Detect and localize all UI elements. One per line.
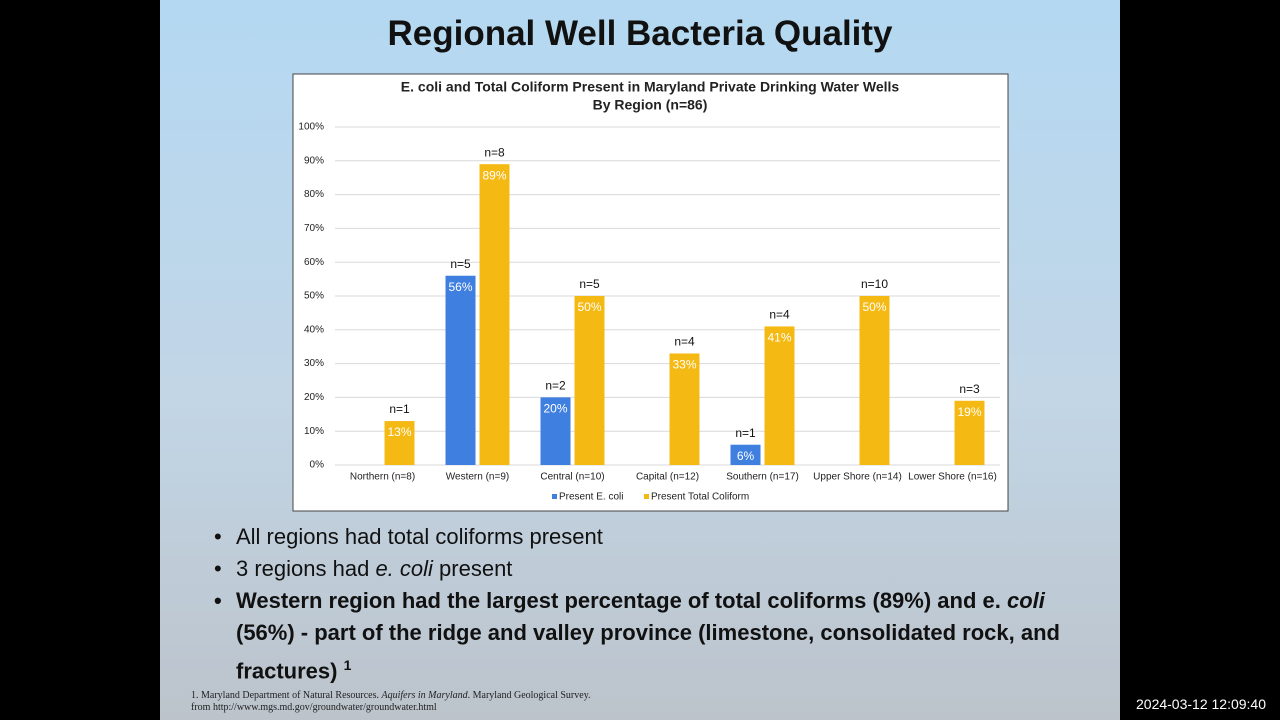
- bar: [445, 275, 476, 465]
- y-tick-label: 50%: [304, 291, 324, 302]
- legend-swatch: [552, 494, 557, 499]
- bullet-list: All regions had total coliforms present …: [214, 521, 1084, 687]
- bar: [859, 296, 890, 465]
- x-tick-label: Lower Shore (n=16): [908, 472, 997, 483]
- footnote: 1. Maryland Department of Natural Resour…: [191, 690, 591, 714]
- count-label: n=1: [389, 402, 410, 416]
- value-label: 50%: [862, 300, 886, 314]
- x-tick-label: Capital (n=12): [636, 472, 699, 483]
- value-label: 20%: [543, 402, 567, 416]
- y-tick-label: 40%: [304, 324, 324, 335]
- value-label: 13%: [387, 425, 411, 439]
- legend-label: Present Total Coliform: [651, 492, 749, 503]
- value-label: 33%: [672, 358, 696, 372]
- count-label: n=4: [674, 335, 695, 349]
- value-label: 89%: [482, 168, 506, 182]
- value-label: 56%: [448, 280, 472, 294]
- footnote-text: Aquifers in Maryland: [381, 690, 468, 701]
- timestamp: 2024-03-12 12:09:40: [1130, 694, 1272, 714]
- count-label: n=2: [545, 379, 566, 393]
- x-tick-label: Central (n=10): [540, 472, 604, 483]
- x-tick-label: Western (n=9): [446, 472, 509, 483]
- bullet-text: coli: [1006, 588, 1045, 613]
- y-tick-label: 10%: [304, 426, 324, 437]
- y-tick-label: 30%: [304, 358, 324, 369]
- y-tick-label: 0%: [310, 460, 325, 471]
- x-tick-label: Upper Shore (n=14): [813, 472, 902, 483]
- value-label: 50%: [577, 300, 601, 314]
- y-tick-label: 60%: [304, 257, 324, 268]
- bullet-text: (56%) - part of the ridge and valley pro…: [236, 620, 1060, 684]
- footnote-text: . Maryland Geological Survey.: [467, 690, 591, 701]
- count-label: n=8: [484, 145, 505, 159]
- bar: [730, 444, 761, 465]
- bar: [384, 421, 415, 465]
- bullet-text: All regions had total coliforms present: [236, 524, 603, 549]
- y-tick-label: 70%: [304, 223, 324, 234]
- bullet-text: e. coli: [375, 556, 433, 581]
- slide-title: Regional Well Bacteria Quality: [387, 14, 893, 53]
- value-label: 6%: [737, 449, 755, 463]
- bullet: 3 regions had e. coli present: [214, 553, 1084, 585]
- bar: [574, 296, 605, 465]
- x-tick-label: Northern (n=8): [350, 472, 415, 483]
- bar: [479, 164, 510, 465]
- bullet-text: present: [432, 556, 513, 581]
- count-label: n=10: [861, 277, 888, 291]
- value-label: 19%: [957, 405, 981, 419]
- count-label: n=5: [450, 257, 471, 271]
- bullet-text: Western region had the largest percentag…: [236, 588, 1007, 613]
- count-label: n=4: [769, 308, 790, 322]
- bar: [669, 353, 700, 465]
- value-label: 41%: [767, 331, 791, 345]
- bullet-text: 3 regions had: [236, 556, 376, 581]
- bullet: Western region had the largest percentag…: [214, 585, 1084, 687]
- bar: [764, 326, 795, 465]
- bar: [954, 400, 985, 465]
- chart-title: E. coli and Total Coliform Present in Ma…: [401, 79, 900, 95]
- x-tick-label: Southern (n=17): [726, 472, 799, 483]
- y-tick-label: 80%: [304, 189, 324, 200]
- y-tick-label: 90%: [304, 155, 324, 166]
- bar: [540, 397, 571, 465]
- footnote-text: 1. Maryland Department of Natural Resour…: [191, 690, 382, 701]
- chart-subtitle: By Region (n=86): [593, 97, 708, 113]
- count-label: n=5: [579, 277, 600, 291]
- footnote-text: from http://www.mgs.md.gov/groundwater/g…: [191, 702, 437, 713]
- y-tick-label: 100%: [298, 122, 324, 133]
- bullet: All regions had total coliforms present: [214, 521, 1084, 553]
- legend-label: Present E. coli: [559, 492, 623, 503]
- legend-swatch: [644, 494, 649, 499]
- count-label: n=3: [959, 382, 980, 396]
- count-label: n=1: [735, 426, 756, 440]
- y-tick-label: 20%: [304, 392, 324, 403]
- footnote-ref: 1: [343, 657, 352, 673]
